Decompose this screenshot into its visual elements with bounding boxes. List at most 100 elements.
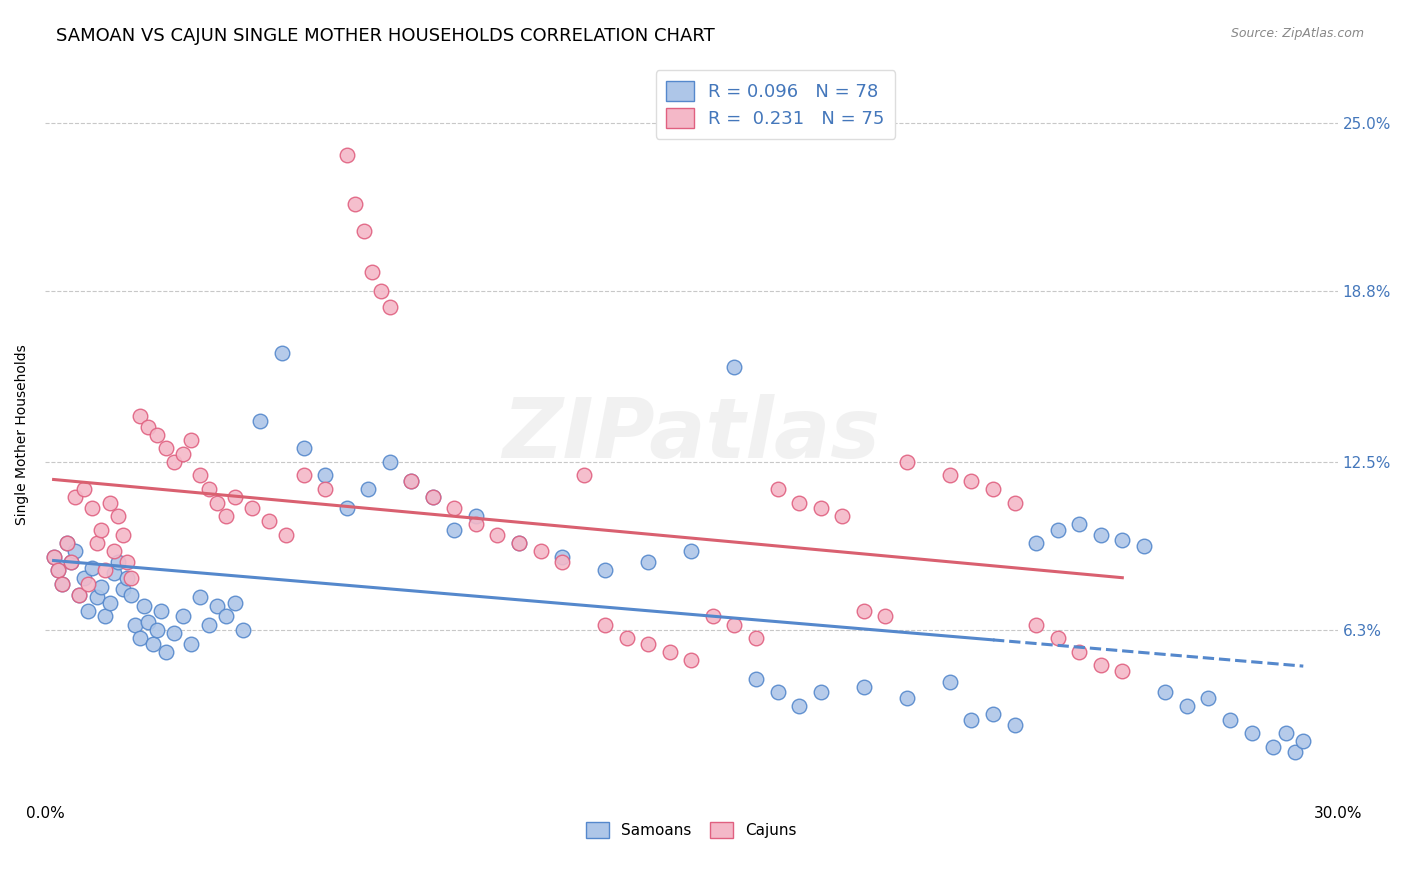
Point: [180, 433, 202, 447]
Point: [124, 617, 146, 632]
Point: [551, 555, 574, 569]
Point: [1175, 698, 1198, 713]
Point: [357, 482, 380, 496]
Point: [42, 549, 65, 564]
Point: [896, 455, 918, 469]
Point: [1219, 713, 1241, 727]
Point: [422, 490, 444, 504]
Point: [939, 468, 962, 483]
Point: [107, 555, 129, 569]
Point: [73, 571, 96, 585]
Point: [257, 515, 280, 529]
Point: [146, 427, 169, 442]
Point: [443, 500, 465, 515]
Point: [852, 680, 875, 694]
Point: [464, 509, 486, 524]
Point: [593, 563, 616, 577]
Point: [422, 490, 444, 504]
Point: [188, 468, 211, 483]
Point: [138, 419, 160, 434]
Point: [401, 474, 423, 488]
Point: [42, 549, 65, 564]
Point: [59, 555, 82, 569]
Point: [188, 591, 211, 605]
Point: [637, 555, 659, 569]
Point: [723, 617, 745, 632]
Point: [150, 604, 173, 618]
Point: [314, 482, 336, 496]
Point: [401, 474, 423, 488]
Point: [132, 599, 155, 613]
Point: [378, 455, 401, 469]
Point: [745, 631, 768, 645]
Point: [271, 346, 294, 360]
Point: [115, 555, 138, 569]
Point: [120, 571, 142, 585]
Point: [1090, 528, 1112, 542]
Point: [55, 536, 77, 550]
Point: [572, 468, 595, 483]
Point: [1133, 539, 1156, 553]
Point: [142, 636, 165, 650]
Point: [1275, 726, 1298, 740]
Point: [172, 609, 194, 624]
Y-axis label: Single Mother Households: Single Mother Households: [15, 344, 30, 525]
Legend: Samoans, Cajuns: Samoans, Cajuns: [581, 815, 803, 845]
Point: [115, 571, 138, 585]
Point: [215, 609, 238, 624]
Point: [1069, 517, 1091, 532]
Point: [1198, 690, 1220, 705]
Point: [59, 555, 82, 569]
Point: [46, 563, 69, 577]
Point: [486, 528, 509, 542]
Point: [232, 623, 254, 637]
Point: [111, 528, 134, 542]
Point: [215, 509, 238, 524]
Point: [73, 482, 96, 496]
Point: [1240, 726, 1263, 740]
Point: [681, 544, 703, 558]
Point: [1046, 631, 1069, 645]
Text: SAMOAN VS CAJUN SINGLE MOTHER HOUSEHOLDS CORRELATION CHART: SAMOAN VS CAJUN SINGLE MOTHER HOUSEHOLDS…: [56, 27, 716, 45]
Point: [77, 604, 100, 618]
Point: [896, 690, 918, 705]
Point: [103, 566, 125, 580]
Point: [336, 148, 359, 162]
Point: [787, 698, 810, 713]
Point: [1261, 739, 1284, 754]
Point: [981, 707, 1004, 722]
Point: [787, 495, 810, 509]
Point: [981, 482, 1004, 496]
Point: [1004, 495, 1026, 509]
Point: [745, 672, 768, 686]
Point: [766, 685, 789, 699]
Point: [1069, 645, 1091, 659]
Point: [77, 577, 100, 591]
Point: [1025, 617, 1047, 632]
Point: [1111, 664, 1133, 678]
Point: [197, 482, 219, 496]
Point: [128, 409, 150, 423]
Point: [138, 615, 160, 629]
Point: [172, 447, 194, 461]
Point: [276, 528, 298, 542]
Point: [163, 455, 186, 469]
Point: [1154, 685, 1177, 699]
Point: [63, 490, 86, 504]
Point: [69, 588, 91, 602]
Point: [86, 591, 108, 605]
Point: [702, 609, 724, 624]
Point: [155, 442, 177, 456]
Point: [616, 631, 638, 645]
Point: [128, 631, 150, 645]
Point: [852, 604, 875, 618]
Point: [55, 536, 77, 550]
Point: [94, 609, 117, 624]
Point: [508, 536, 530, 550]
Point: [207, 495, 229, 509]
Point: [960, 474, 983, 488]
Point: [314, 468, 336, 483]
Point: [90, 580, 112, 594]
Point: [197, 617, 219, 632]
Point: [464, 517, 486, 532]
